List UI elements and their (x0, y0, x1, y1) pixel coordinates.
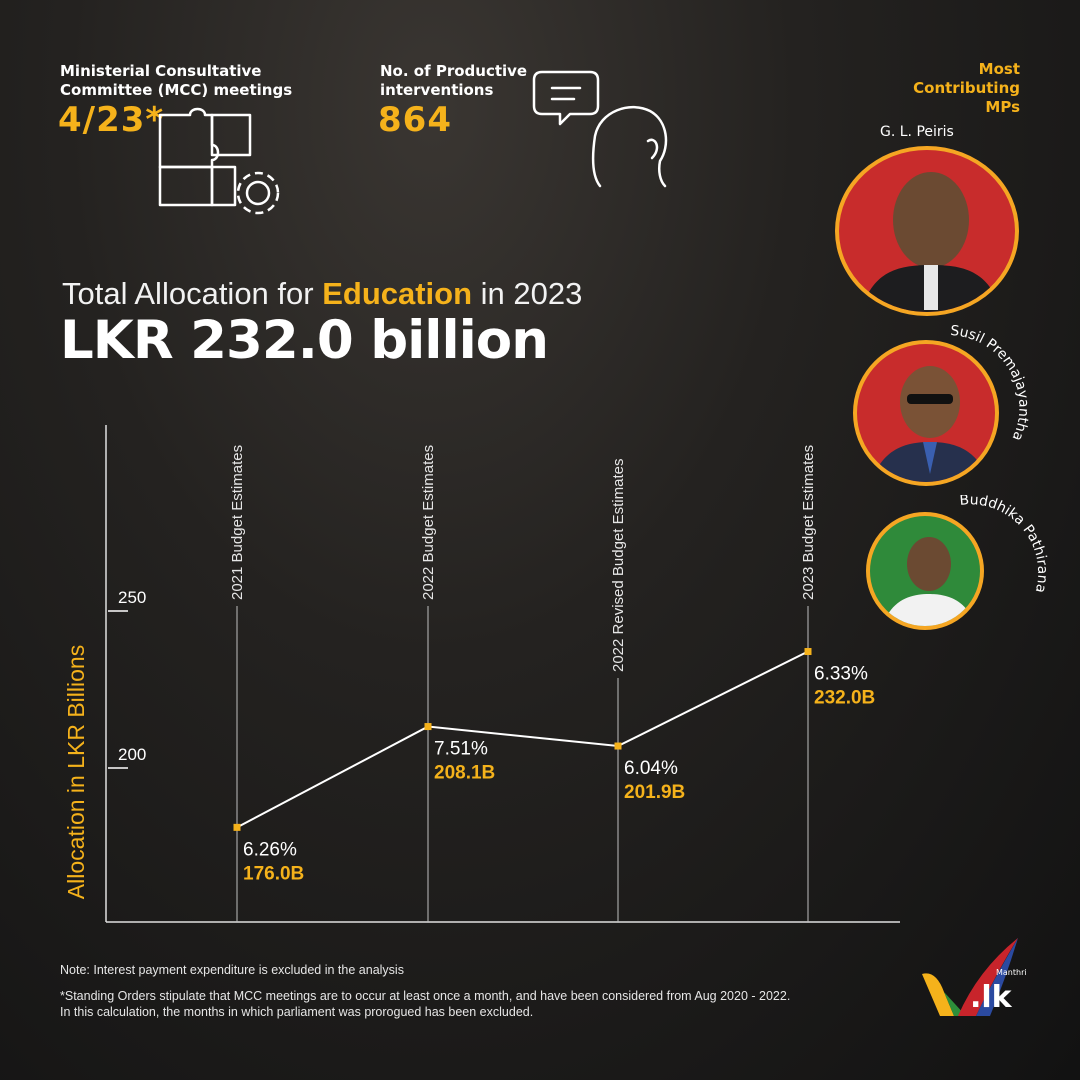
portrait-icon (882, 537, 976, 626)
percent-label: 6.33% (814, 664, 868, 685)
interventions-value: 864 (378, 100, 452, 140)
logo-main-text: .lk (970, 980, 1012, 1015)
data-point (614, 742, 622, 750)
value-label: 201.9B (624, 782, 685, 803)
avatar-pathirana (866, 512, 984, 630)
mcc-label: Ministerial Consultative Committee (MCC)… (60, 62, 293, 99)
logo-small-text: Manthri (996, 968, 1027, 977)
mps-title: Most Contributing MPs (913, 60, 1020, 116)
category-label: 2023 Budget Estimates (800, 445, 817, 600)
category-label: 2021 Budget Estimates (229, 445, 246, 600)
category-label: 2022 Budget Estimates (420, 445, 437, 600)
y-tick-label: 200 (118, 745, 146, 764)
speaking-head-icon (532, 70, 668, 188)
note-interest: Note: Interest payment expenditure is ex… (60, 963, 404, 977)
value-label: 208.1B (434, 763, 495, 784)
avatar-peiris (835, 146, 1019, 316)
y-tick-label: 250 (118, 588, 146, 607)
mcc-value: 4/23* (58, 100, 165, 140)
value-label: 232.0B (814, 688, 875, 709)
portrait-icon (871, 366, 989, 482)
y-axis-label: Allocation in LKR Billions (63, 645, 89, 899)
percent-label: 6.26% (243, 839, 297, 860)
data-point (424, 723, 432, 731)
headline-total: LKR 232.0 billion (60, 310, 549, 371)
percent-label: 7.51% (434, 739, 488, 760)
data-point (804, 648, 812, 656)
interventions-label: No. of Productive interventions (380, 62, 528, 99)
manthri-logo: Manthri .lk (918, 930, 1028, 1030)
mp-name-peiris: G. L. Peiris (880, 124, 954, 140)
portrait-icon (861, 172, 1001, 312)
percent-label: 6.04% (624, 758, 678, 779)
value-label: 176.0B (243, 863, 304, 884)
note-standing-orders: *Standing Orders stipulate that MCC meet… (60, 989, 791, 1019)
chart-title: Total Allocation for Education in 2023 (62, 276, 583, 311)
series-line (236, 650, 809, 829)
puzzle-gear-icon (158, 107, 280, 215)
data-point (233, 823, 241, 831)
category-label: 2022 Revised Budget Estimates (610, 459, 627, 672)
avatar-premajayantha (853, 340, 999, 486)
checkmark-logo-icon (922, 938, 1018, 1016)
